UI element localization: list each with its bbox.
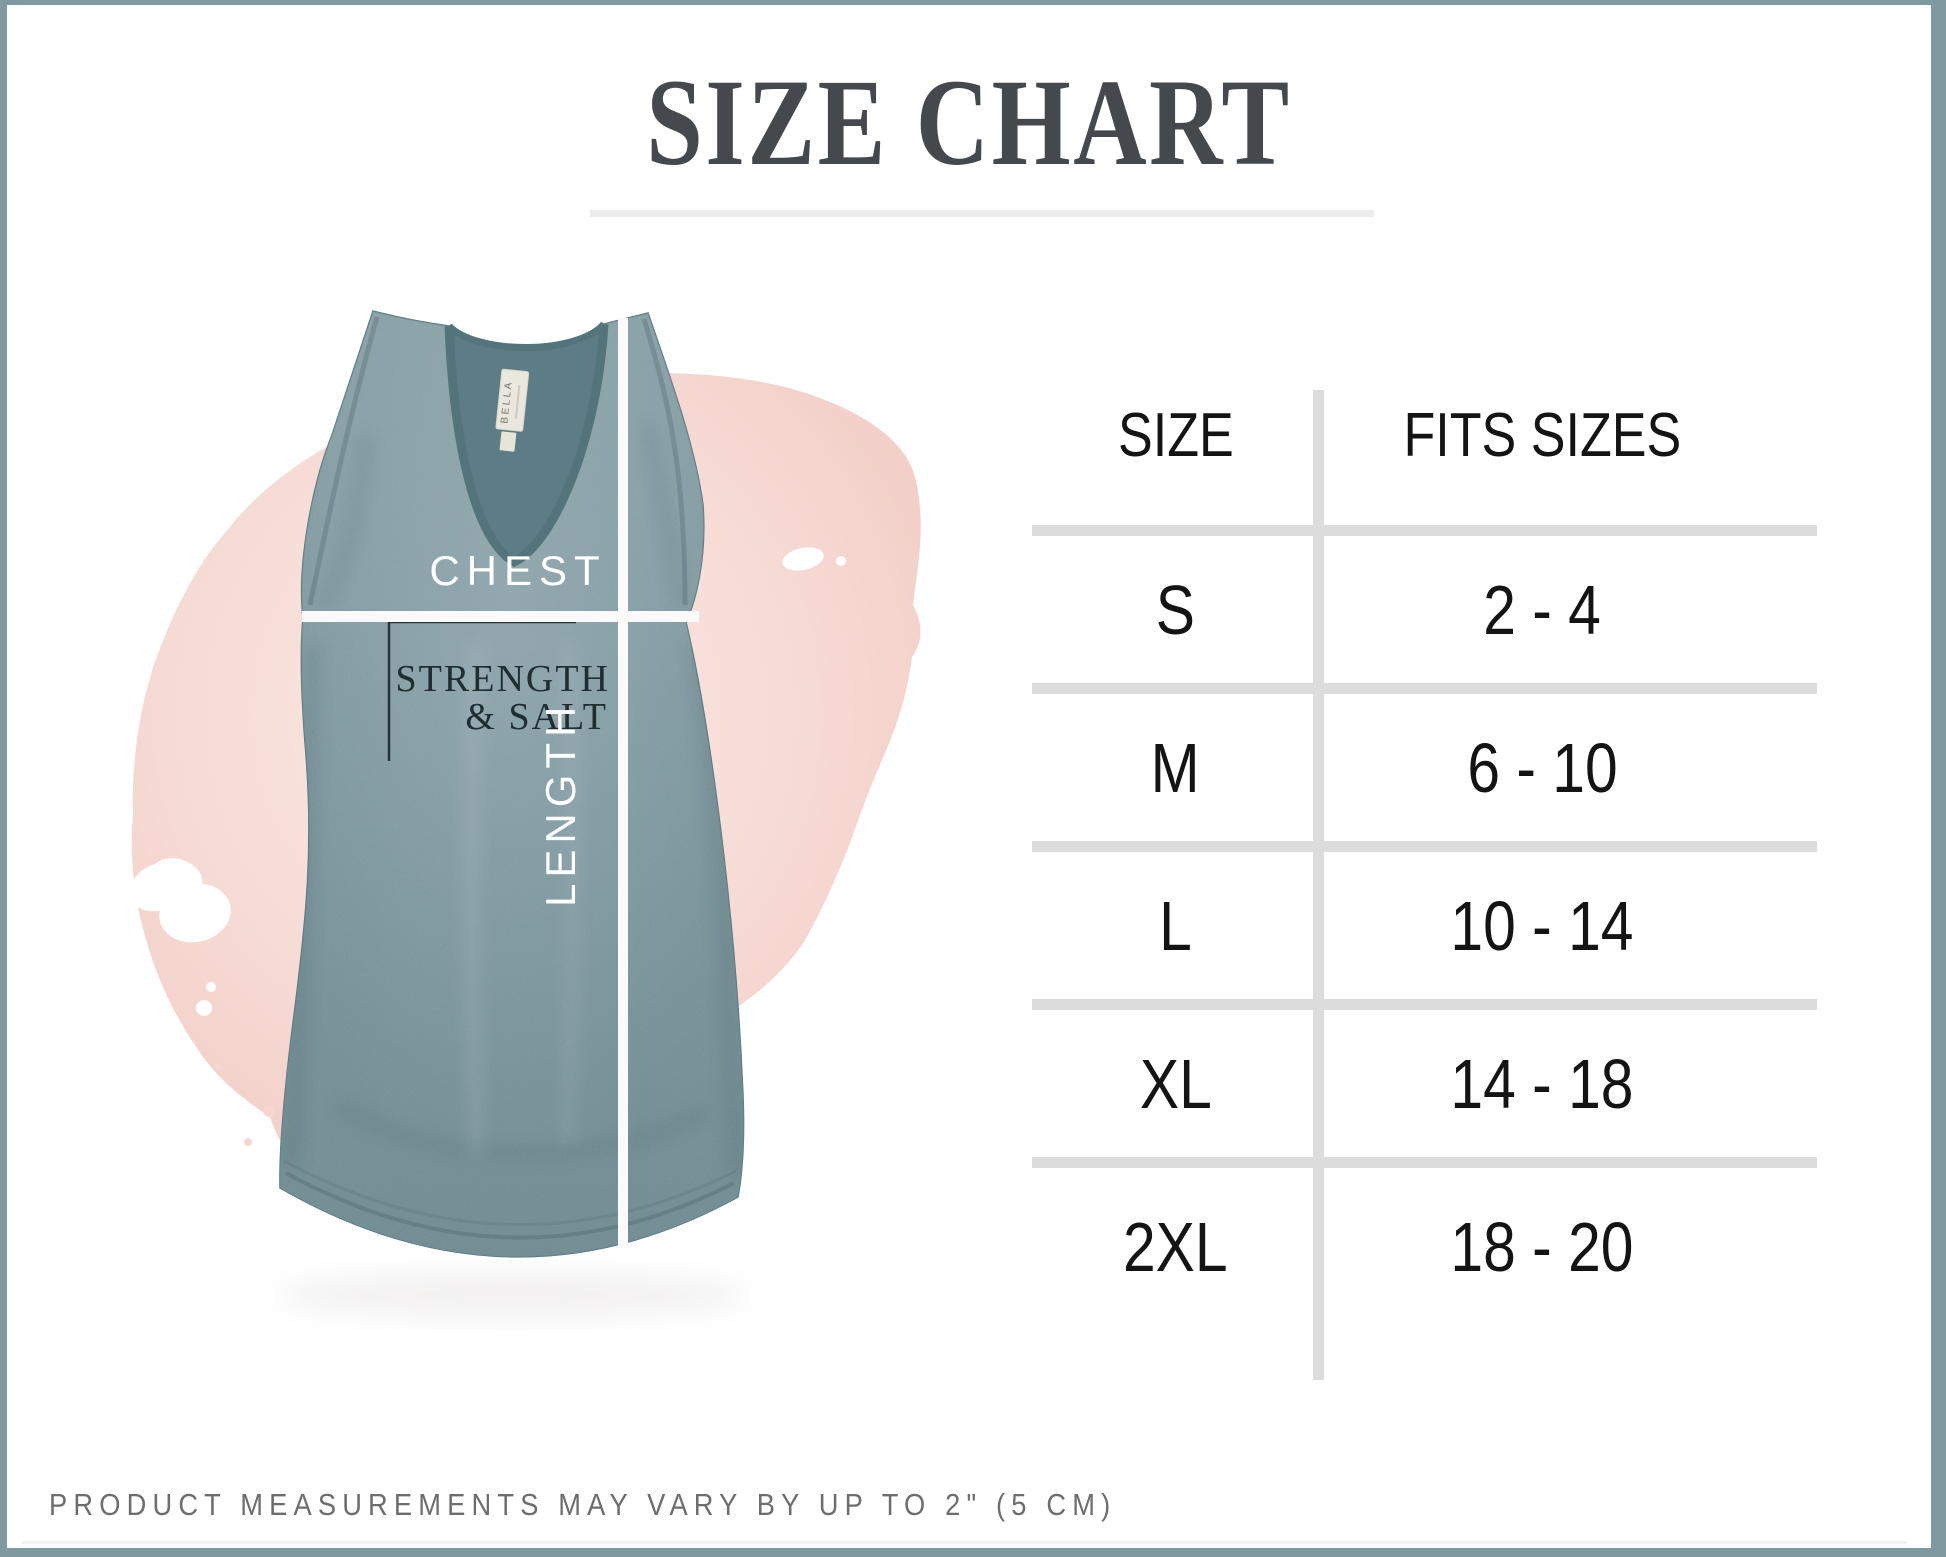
- header-fits-sizes: FITS SIZES: [1403, 401, 1681, 470]
- table-body: S 2 - 4 M 6 - 10 L 10 - 14 XL 14 - 18 2XL 18 - 20: [1032, 536, 1817, 1326]
- measurement-lines: [302, 318, 699, 1248]
- fits-sizes-cell: 6 - 10: [1466, 728, 1618, 807]
- size-cell: XL: [1139, 1044, 1212, 1123]
- page-title: SIZE CHART: [646, 54, 1292, 191]
- product-illustration: BELLA STRENGTH & SALT CHEST LENGTH: [130, 310, 921, 1315]
- tag-brand-text: BELLA: [499, 380, 515, 425]
- size-cell: S: [1155, 570, 1196, 649]
- length-measure-line: [618, 318, 628, 1248]
- table-vertical-divider: [1313, 390, 1324, 1380]
- fits-sizes-cell: 14 - 18: [1450, 1044, 1634, 1123]
- header-size: SIZE: [1117, 401, 1234, 470]
- table-row: 2XL 18 - 20: [1032, 1168, 1817, 1326]
- fits-sizes-cell: 2 - 4: [1483, 570, 1601, 649]
- size-table: SIZE FITS SIZES S 2 - 4 M 6 - 10 L 10 - 14 XL 1…: [1032, 390, 1817, 1380]
- size-cell: L: [1159, 886, 1192, 965]
- shirt-print-line1: STRENGTH: [396, 658, 610, 700]
- table-row: M 6 - 10: [1032, 694, 1817, 852]
- size-cell: 2XL: [1123, 1208, 1228, 1286]
- chest-label: CHEST: [429, 547, 606, 594]
- tank-top: BELLA STRENGTH & SALT: [279, 310, 745, 1258]
- bottom-hairline: [22, 1541, 1907, 1544]
- fits-sizes-cell: 18 - 20: [1450, 1208, 1634, 1286]
- shirt-print-line2: & SALT: [465, 696, 608, 738]
- chest-measure-line: [302, 611, 699, 622]
- size-cell: M: [1151, 728, 1200, 807]
- fits-sizes-cell: 10 - 14: [1450, 886, 1634, 965]
- shirt-print: STRENGTH & SALT: [387, 620, 610, 761]
- length-label: LENGTH: [537, 701, 584, 907]
- title-underline: [590, 210, 1374, 217]
- footnote: PRODUCT MEASUREMENTS MAY VARY BY UP TO 2…: [49, 1487, 1117, 1522]
- neck-opening: [449, 324, 604, 562]
- neck-tag: BELLA: [495, 368, 530, 452]
- table-row: S 2 - 4: [1032, 536, 1817, 694]
- table-row: XL 14 - 18: [1032, 1010, 1817, 1168]
- table-header-row: SIZE FITS SIZES: [1032, 390, 1817, 536]
- table-row: L 10 - 14: [1032, 852, 1817, 1010]
